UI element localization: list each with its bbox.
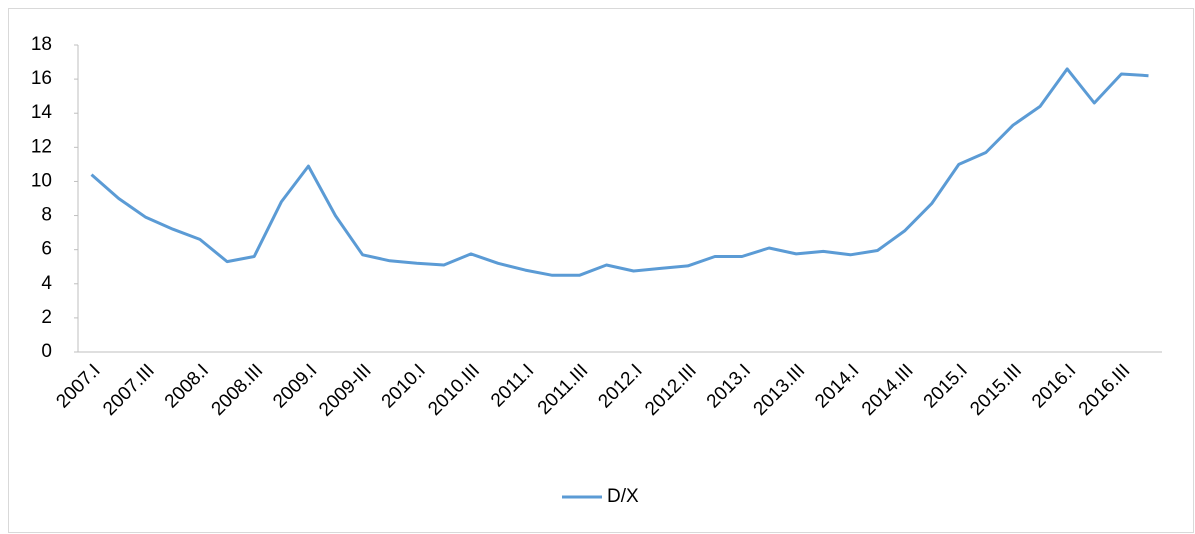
x-tick-label: 2010.I	[378, 360, 430, 412]
x-tick-label: 2016.I	[1028, 360, 1080, 412]
x-tick-label: 2015.III	[966, 360, 1026, 420]
y-tick-label: 14	[31, 102, 53, 123]
x-tick-label: 2013.III	[750, 360, 810, 420]
x-tick-label: 2010.III	[424, 360, 484, 420]
x-tick-label: 2007.III	[99, 360, 159, 420]
y-tick-label: 16	[31, 68, 52, 89]
y-tick-label: 4	[41, 273, 52, 294]
y-tick-label: 8	[41, 205, 52, 226]
x-tick-label: 2012.III	[641, 360, 701, 420]
x-tick-label: 2011.III	[534, 360, 593, 419]
x-tick-label: 2012.I	[594, 360, 646, 412]
x-tick-label: 2009.I	[269, 360, 321, 412]
x-tick-label: 2014.III	[858, 360, 918, 420]
x-tick-label: 2015.I	[920, 360, 972, 412]
y-tick-label: 6	[41, 239, 52, 260]
x-tick-label: 2008.I	[161, 360, 213, 412]
x-tick-label: 2009-III	[315, 360, 375, 420]
data-line	[90, 67, 1149, 277]
chart-border	[8, 8, 1194, 533]
x-tick-label: 2016.III	[1075, 360, 1135, 420]
x-tick-label: 2014.I	[811, 360, 863, 412]
legend-label: D/X	[607, 486, 639, 507]
y-tick-label: 12	[31, 136, 52, 157]
y-tick-label: 18	[31, 34, 52, 55]
y-tick-label: 10	[31, 170, 52, 191]
x-tick-label: 2013.I	[703, 360, 755, 412]
x-tick-label: 2007.I	[52, 360, 104, 412]
x-tick-label: 2011.I	[487, 360, 538, 411]
x-tick-label: 2008.III	[208, 360, 268, 420]
y-tick-label: 2	[41, 307, 52, 328]
y-tick-label: 0	[41, 341, 52, 362]
